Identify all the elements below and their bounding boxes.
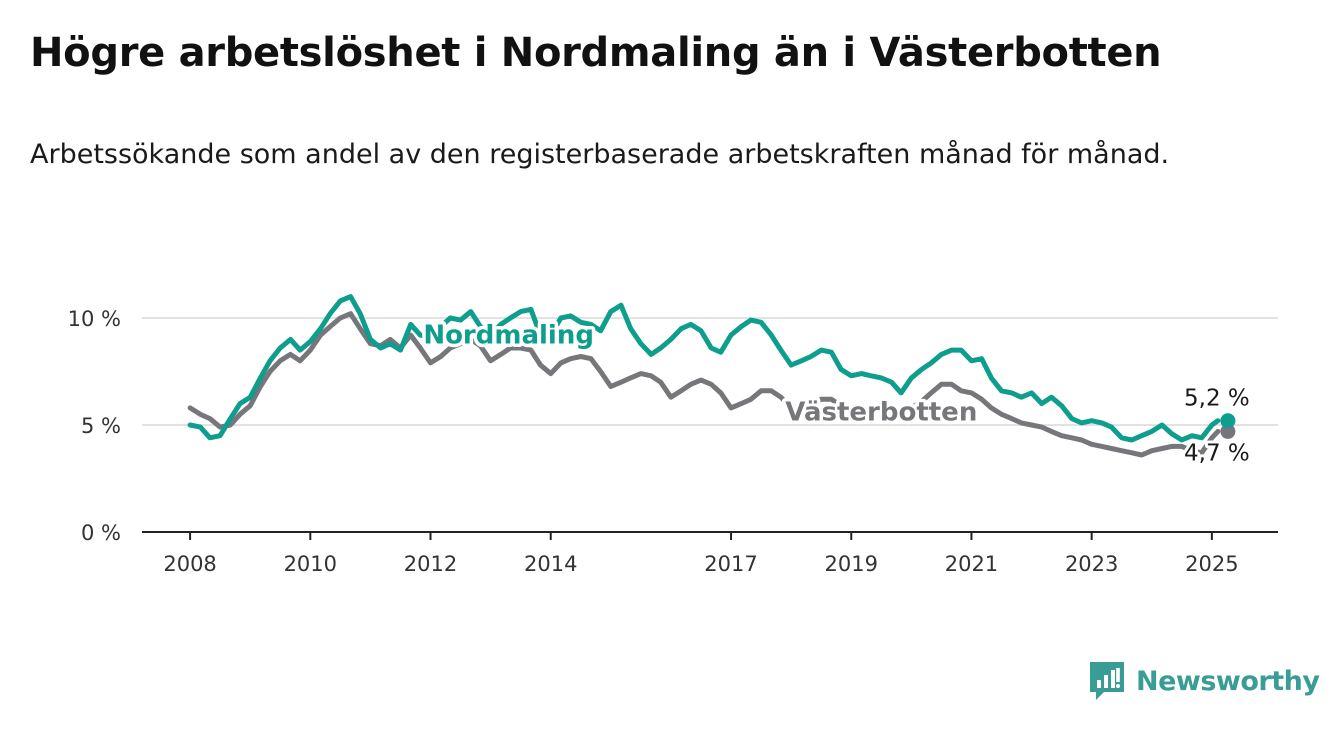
end-value-label-västerbotten: 4,7 % [1184,440,1250,466]
x-tick-label: 2014 [524,552,577,576]
end-point-västerbotten [1220,423,1236,439]
end-value-halo: 4,7 % [1184,440,1250,466]
x-tick-label: 2017 [704,552,757,576]
end-value-label-nordmaling: 5,2 % [1184,386,1250,412]
newsworthy-logo: Newsworthy [1088,660,1320,702]
newsworthy-logo-icon [1090,662,1124,700]
x-tick-label: 2025 [1185,552,1238,576]
series-line-nordmaling [187,294,1221,443]
series-label-halo: Västerbotten [785,398,977,428]
chart-subtitle: Arbetssökande som andel av den registerb… [30,139,1170,170]
x-tick-label: 2010 [284,552,337,576]
x-tick-label: 2008 [163,552,216,576]
series-line-västerbotten [187,311,1221,458]
x-tick-label: 2019 [825,552,878,576]
y-tick-label: 5 % [81,414,121,438]
series-label-nordmaling: Nordmaling [423,321,594,351]
x-tick-label: 2012 [404,552,457,576]
x-tick-label: 2023 [1065,552,1118,576]
series-label-västerbotten: Västerbotten [785,398,977,428]
x-tick-label: 2021 [945,552,998,576]
end-value-halo: 5,2 % [1184,386,1250,412]
end-point-nordmaling [1220,413,1236,429]
series-label-halo: Nordmaling [423,321,594,351]
y-tick-label: 0 % [81,521,121,545]
y-tick-label: 10 % [68,307,121,331]
newsworthy-logo-text: Newsworthy [1136,665,1320,697]
chart-title: Högre arbetslöshet i Nordmaling än i Väs… [30,30,1162,76]
